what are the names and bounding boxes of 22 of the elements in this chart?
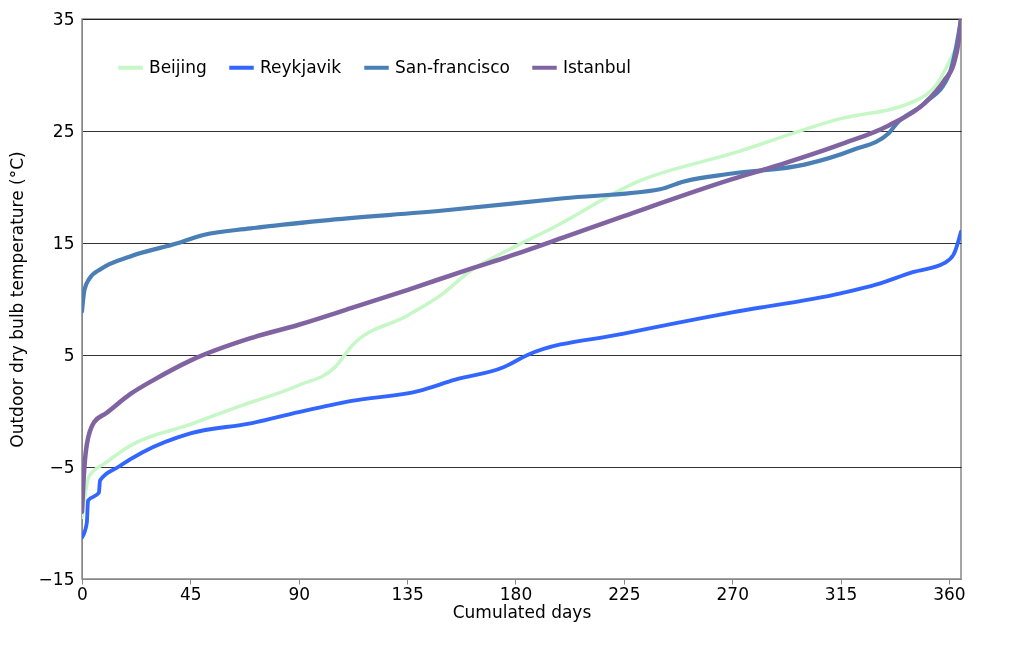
y-axis-title: Outdoor dry bulb temperature (°C) (6, 151, 27, 448)
x-tick-label: 180 (499, 583, 533, 604)
x-tick-label: 315 (824, 583, 858, 604)
y-tick-label: 5 (63, 344, 75, 365)
y-tick-label: 15 (52, 232, 75, 253)
y-tick-label: 25 (52, 120, 75, 141)
x-tick-label: 270 (716, 583, 749, 604)
legend-label: San-francisco (395, 56, 510, 77)
y-tick-label: 35 (52, 8, 75, 29)
line-series (82, 229, 961, 540)
legend-label: Beijing (149, 56, 207, 77)
y-tick-label: −5 (49, 456, 75, 477)
x-axis-title: Cumulated days (452, 601, 592, 622)
legend-label: Reykjavik (260, 56, 342, 77)
x-tick-label: 225 (608, 583, 641, 604)
x-tick-label: 90 (288, 583, 311, 604)
x-tick-label: 360 (933, 583, 966, 604)
y-tick-label: −15 (38, 568, 75, 589)
x-tick-label: 0 (77, 583, 88, 604)
x-tick-label: 135 (391, 583, 424, 604)
x-tick-label: 45 (180, 583, 202, 604)
legend-label: Istanbul (563, 56, 632, 77)
